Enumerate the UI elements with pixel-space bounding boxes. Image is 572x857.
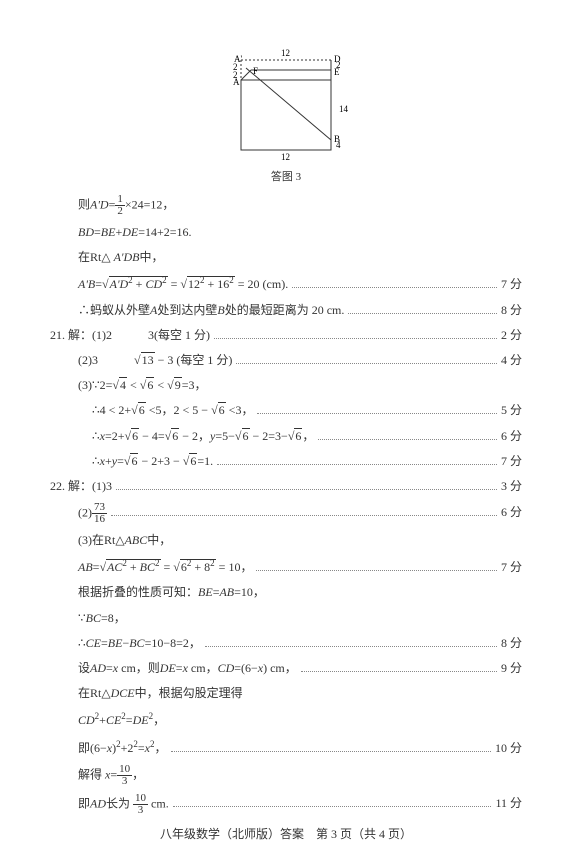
score-label: 7 分 — [501, 452, 522, 471]
dotted-leader — [111, 515, 497, 516]
svg-text:4: 4 — [336, 140, 341, 150]
solution-line: CD2+CE2=DE2， — [50, 709, 522, 730]
solution-line: 则A'D=12×24=12， — [50, 194, 522, 217]
score-label: 8 分 — [501, 301, 522, 320]
line-content: 22. 解：(1)3 — [50, 477, 112, 496]
line-content: 在Rt△ A'DB中， — [50, 248, 164, 267]
line-content: ∴x=2+6 − 4=6 − 2，y=5−6 − 2=3−6， — [50, 427, 314, 446]
solution-line: ∴x=2+6 − 4=6 − 2，y=5−6 − 2=3−6， 6 分 — [50, 427, 522, 446]
dotted-leader — [217, 464, 497, 465]
line-content: 21. 解：(1)2 3(每空 1 分) — [50, 326, 210, 345]
score-label: 6 分 — [501, 427, 522, 446]
score-label: 7 分 — [501, 275, 522, 294]
svg-text:F: F — [253, 66, 258, 76]
solution-line: AB=AC2 + BC2 = 62 + 82 = 10， 7 分 — [50, 556, 522, 577]
line-content: CD2+CE2=DE2， — [50, 709, 165, 730]
score-label: 10 分 — [495, 739, 522, 758]
dotted-leader — [171, 751, 491, 752]
line-content: ∴CE=BE−BC=10−8=2， — [50, 634, 201, 653]
line-content: A'B=A'D2 + CD2 = 122 + 162 = 20 (cm). — [50, 273, 288, 294]
dotted-leader — [257, 413, 497, 414]
score-label: 9 分 — [501, 659, 522, 678]
solution-line: 解得 x=103， — [50, 764, 522, 787]
dotted-leader — [301, 671, 497, 672]
dotted-leader — [318, 439, 497, 440]
figure-svg: A' D E B A F 12 12 2 14 4 2 2 — [211, 40, 361, 160]
dotted-leader — [348, 313, 497, 314]
line-content: ∴蚂蚁从外壁A处到达内壁B处的最短距离为 20 cm. — [50, 301, 344, 320]
line-content: (2)3 13 − 3 (每空 1 分) — [50, 351, 232, 370]
score-label: 7 分 — [501, 558, 522, 577]
svg-text:14: 14 — [339, 104, 349, 114]
line-content: ∵BC=8， — [50, 609, 126, 628]
solution-line: BD=BE+DE=14+2=16. — [50, 223, 522, 242]
line-content: 则A'D=12×24=12， — [50, 194, 174, 217]
dotted-leader — [256, 570, 497, 571]
line-content: AB=AC2 + BC2 = 62 + 82 = 10， — [50, 556, 252, 577]
line-content: BD=BE+DE=14+2=16. — [50, 223, 192, 242]
solution-line: ∵BC=8， — [50, 609, 522, 628]
dotted-leader — [173, 806, 492, 807]
page-footer: 八年级数学（北师版）答案 第 3 页（共 4 页） — [0, 825, 572, 842]
svg-text:2: 2 — [233, 70, 238, 80]
solution-line: ∴蚂蚁从外壁A处到达内壁B处的最短距离为 20 cm. 8 分 — [50, 301, 522, 320]
dotted-leader — [116, 489, 497, 490]
solution-line: 即AD长为 103 cm. 11 分 — [50, 793, 522, 816]
line-content: (2)7316 — [50, 502, 107, 525]
solution-line: 在Rt△ A'DB中， — [50, 248, 522, 267]
solution-line: (2)3 13 − 3 (每空 1 分) 4 分 — [50, 351, 522, 370]
line-content: (3)∵2=4 < 6 < 9=3， — [50, 376, 207, 395]
score-label: 5 分 — [501, 401, 522, 420]
svg-text:12: 12 — [281, 152, 290, 160]
solution-line: 22. 解：(1)3 3 分 — [50, 477, 522, 496]
score-label: 4 分 — [501, 351, 522, 370]
solution-line: (2)7316 6 分 — [50, 502, 522, 525]
solution-line: ∴4 < 2+6 <5，2 < 5 − 6 <3， 5 分 — [50, 401, 522, 420]
solution-line: (3)在Rt△ABC中， — [50, 531, 522, 550]
line-content: 即(6−x)2+22=x2， — [50, 737, 167, 758]
solution-line: 设AD=x cm，则DE=x cm，CD=(6−x) cm， 9 分 — [50, 659, 522, 678]
line-content: ∴4 < 2+6 <5，2 < 5 − 6 <3， — [50, 401, 253, 420]
solution-line: 在Rt△DCE中，根据勾股定理得 — [50, 684, 522, 703]
solution-line: 21. 解：(1)2 3(每空 1 分) 2 分 — [50, 326, 522, 345]
dotted-leader — [205, 646, 497, 647]
solution-lines: 则A'D=12×24=12， BD=BE+DE=14+2=16. 在Rt△ A'DB… — [50, 194, 522, 816]
line-content: ∴x+y=6 − 2+3 − 6=1. — [50, 452, 213, 471]
svg-text:2: 2 — [336, 60, 341, 70]
svg-text:12: 12 — [281, 48, 290, 58]
figure-caption: 答图 3 — [50, 168, 522, 184]
score-label: 3 分 — [501, 477, 522, 496]
solution-line: ∴CE=BE−BC=10−8=2， 8 分 — [50, 634, 522, 653]
line-content: (3)在Rt△ABC中， — [50, 531, 171, 550]
solution-line: 根据折叠的性质可知：BE=AB=10， — [50, 583, 522, 602]
score-label: 8 分 — [501, 634, 522, 653]
figure-container: A' D E B A F 12 12 2 14 4 2 2 — [50, 40, 522, 160]
line-content: 设AD=x cm，则DE=x cm，CD=(6−x) cm， — [50, 659, 297, 678]
dotted-leader — [236, 363, 497, 364]
line-content: 即AD长为 103 cm. — [50, 793, 169, 816]
dotted-leader — [292, 287, 497, 288]
score-label: 2 分 — [501, 326, 522, 345]
line-content: 根据折叠的性质可知：BE=AB=10， — [50, 583, 265, 602]
solution-line: (3)∵2=4 < 6 < 9=3， — [50, 376, 522, 395]
dotted-leader — [214, 338, 497, 339]
line-content: 在Rt△DCE中，根据勾股定理得 — [50, 684, 243, 703]
line-content: 解得 x=103， — [50, 764, 144, 787]
score-label: 11 分 — [495, 794, 522, 813]
solution-line: A'B=A'D2 + CD2 = 122 + 162 = 20 (cm). 7 分 — [50, 273, 522, 294]
score-label: 6 分 — [501, 503, 522, 522]
solution-line: ∴x+y=6 − 2+3 − 6=1. 7 分 — [50, 452, 522, 471]
solution-line: 即(6−x)2+22=x2， 10 分 — [50, 737, 522, 758]
